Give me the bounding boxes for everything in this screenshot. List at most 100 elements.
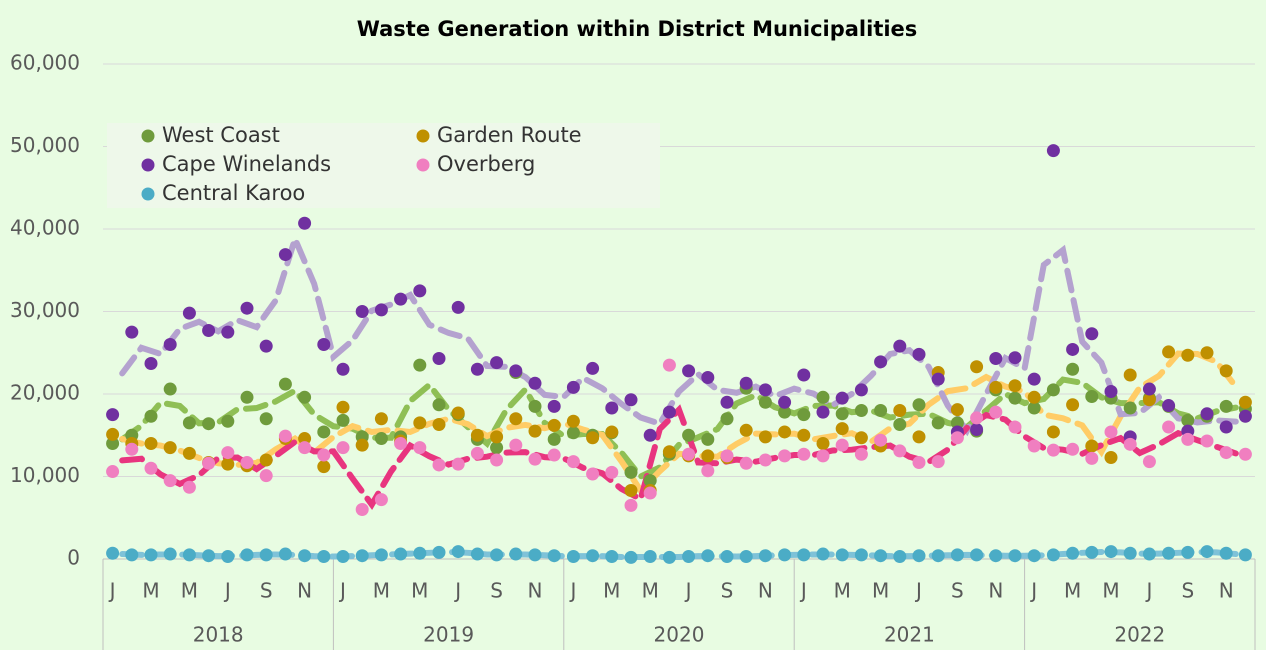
point bbox=[374, 548, 388, 562]
point bbox=[106, 427, 120, 441]
point bbox=[931, 372, 945, 386]
x-tick-label: J bbox=[914, 579, 922, 603]
point bbox=[854, 431, 868, 445]
point bbox=[221, 550, 235, 564]
point bbox=[586, 431, 600, 445]
point bbox=[950, 403, 964, 417]
legend-marker bbox=[141, 158, 155, 172]
point bbox=[451, 406, 465, 420]
x-tick-label: N bbox=[988, 579, 1003, 603]
point bbox=[682, 428, 696, 442]
point bbox=[394, 547, 408, 561]
x-tick-label: J bbox=[223, 579, 231, 603]
point bbox=[797, 428, 811, 442]
point bbox=[970, 411, 984, 425]
point bbox=[1219, 420, 1233, 434]
point bbox=[470, 362, 484, 376]
point bbox=[451, 300, 465, 314]
point bbox=[470, 547, 484, 561]
point bbox=[509, 438, 523, 452]
point bbox=[202, 549, 216, 563]
point bbox=[662, 405, 676, 419]
point bbox=[989, 405, 1003, 419]
point bbox=[778, 548, 792, 562]
x-tick-label: M bbox=[834, 579, 851, 603]
point bbox=[432, 458, 446, 472]
point bbox=[605, 401, 619, 415]
point bbox=[355, 305, 369, 318]
point bbox=[202, 456, 216, 470]
point bbox=[893, 444, 907, 458]
x-tick-label: M bbox=[142, 579, 159, 603]
point bbox=[893, 339, 907, 353]
x-tick-label: J bbox=[453, 579, 461, 603]
point bbox=[912, 398, 926, 412]
point bbox=[259, 412, 273, 426]
point bbox=[163, 338, 177, 351]
x-tick-label: M bbox=[603, 579, 620, 603]
point bbox=[835, 407, 849, 421]
point bbox=[1066, 442, 1080, 456]
point bbox=[566, 550, 580, 564]
point bbox=[739, 550, 753, 564]
point bbox=[298, 216, 312, 230]
point bbox=[1085, 327, 1099, 341]
y-tick-label: 50,000 bbox=[10, 133, 80, 157]
point bbox=[298, 390, 312, 404]
point bbox=[1123, 437, 1137, 451]
point bbox=[413, 416, 427, 430]
point bbox=[874, 355, 888, 369]
x-tick-label: S bbox=[260, 579, 273, 603]
point bbox=[182, 446, 196, 460]
point bbox=[1104, 451, 1118, 465]
point bbox=[989, 352, 1003, 366]
point bbox=[893, 418, 907, 432]
point bbox=[758, 430, 772, 444]
x-tick-label: N bbox=[528, 579, 543, 603]
point bbox=[739, 423, 753, 437]
point bbox=[1123, 546, 1137, 560]
point bbox=[106, 437, 120, 450]
legend-marker bbox=[416, 158, 430, 172]
point bbox=[1027, 390, 1041, 404]
point bbox=[278, 547, 292, 561]
point bbox=[797, 408, 811, 422]
point bbox=[374, 432, 388, 446]
point bbox=[950, 431, 964, 445]
point bbox=[490, 453, 504, 467]
point bbox=[221, 414, 235, 428]
point bbox=[221, 457, 235, 471]
point bbox=[605, 550, 619, 564]
point bbox=[1046, 443, 1060, 457]
point bbox=[1008, 420, 1022, 434]
point bbox=[1123, 368, 1137, 382]
y-tick-label: 10,000 bbox=[10, 463, 80, 487]
point bbox=[854, 548, 868, 562]
point bbox=[1181, 545, 1195, 559]
point bbox=[624, 484, 638, 498]
point bbox=[970, 422, 984, 436]
point bbox=[317, 425, 331, 439]
y-tick-label: 60,000 bbox=[10, 51, 80, 75]
y-tick-label: 30,000 bbox=[10, 298, 80, 322]
point bbox=[662, 550, 676, 564]
point bbox=[1181, 413, 1195, 427]
point bbox=[1219, 446, 1233, 460]
x-tick-label: S bbox=[951, 579, 964, 603]
point bbox=[816, 405, 830, 419]
point bbox=[374, 493, 388, 507]
point bbox=[125, 442, 139, 456]
point bbox=[1162, 399, 1176, 413]
point bbox=[336, 400, 350, 414]
point bbox=[605, 465, 619, 479]
point bbox=[451, 545, 465, 559]
point bbox=[1066, 362, 1080, 376]
point bbox=[643, 428, 657, 442]
point bbox=[1104, 545, 1118, 559]
point bbox=[1238, 409, 1252, 423]
point bbox=[374, 412, 388, 426]
point bbox=[355, 438, 369, 452]
point bbox=[259, 469, 273, 483]
point bbox=[662, 358, 676, 372]
point bbox=[893, 404, 907, 417]
